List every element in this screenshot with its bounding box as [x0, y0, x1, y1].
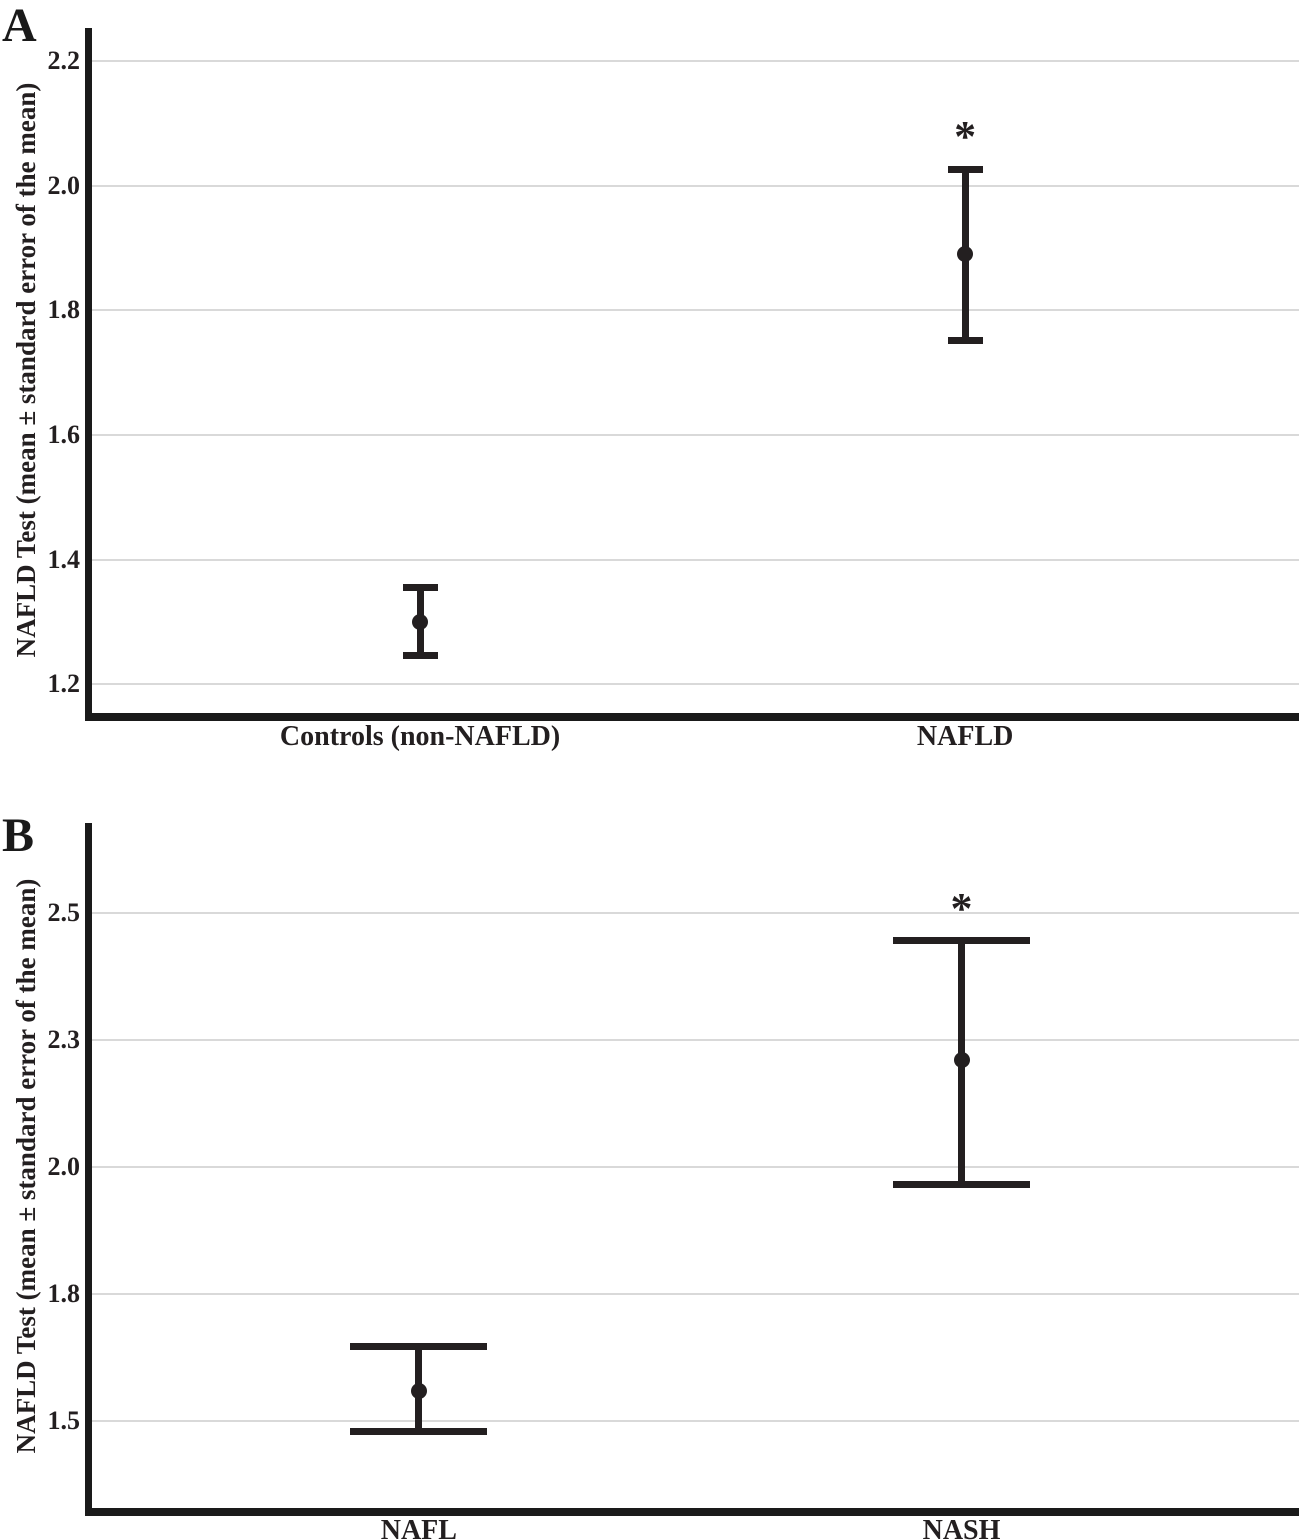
significance-marker: * — [950, 883, 973, 933]
y-tick-label: 2.5 — [47, 897, 81, 927]
gridline — [92, 309, 1299, 312]
gridline — [92, 1293, 1299, 1296]
gridline — [92, 1420, 1299, 1423]
y-tick-label: 2.0 — [47, 1152, 81, 1182]
y-tick-label: 1.4 — [47, 544, 81, 574]
gridline — [92, 1166, 1299, 1169]
y-tick-label: 2.3 — [47, 1024, 81, 1054]
gridline — [92, 60, 1299, 63]
gridline — [92, 1038, 1299, 1041]
error-bar-cap-top — [947, 165, 983, 173]
y-tick-label: 2.0 — [47, 170, 81, 200]
panel-a-y-axis-title: NAFLD Test (mean ± standard error of the… — [11, 82, 41, 658]
y-tick-label: 2.2 — [47, 46, 81, 76]
error-bar-cap-bottom — [350, 1428, 488, 1436]
panel-a-letter: A — [2, 0, 37, 52]
y-tick-label: 1.8 — [47, 295, 81, 325]
x-tick-label: NAFL — [380, 1515, 457, 1540]
error-bar-line — [961, 169, 969, 341]
gridline — [92, 911, 1299, 914]
x-tick-label: Controls (non-NAFLD) — [279, 721, 561, 752]
y-tick-label: 1.8 — [47, 1279, 81, 1309]
x-tick-label: NAFLD — [916, 721, 1014, 752]
gridline — [92, 434, 1299, 436]
y-tick-label: 1.6 — [47, 420, 81, 449]
y-tick-label: 1.2 — [47, 669, 81, 699]
mean-dot — [953, 1052, 970, 1069]
panel-b-plot-area — [85, 823, 1299, 1516]
mean-dot — [957, 246, 974, 263]
gridline — [92, 184, 1299, 187]
error-bar-line — [415, 1346, 423, 1432]
mean-dot — [412, 613, 429, 630]
error-bar-cap-bottom — [947, 336, 983, 344]
gridline — [92, 683, 1299, 686]
error-bar-line — [416, 587, 424, 656]
mean-dot — [410, 1382, 427, 1399]
error-bar-cap-top — [893, 937, 1030, 945]
x-tick-label: NASH — [922, 1515, 1001, 1540]
panel-b-letter: B — [2, 809, 35, 862]
y-tick-label: 1.5 — [47, 1406, 81, 1436]
error-bar-cap-top — [402, 584, 438, 592]
error-bar-cap-bottom — [893, 1181, 1030, 1189]
error-bar-cap-top — [350, 1342, 488, 1350]
panel-b-y-axis-title: NAFLD Test (mean ± standard error of the… — [11, 878, 41, 1454]
significance-marker: * — [954, 112, 977, 162]
gridline — [92, 558, 1299, 561]
error-bar-cap-bottom — [402, 652, 438, 660]
error-bar-line — [958, 940, 965, 1185]
panel-a-plot-area — [85, 28, 1299, 721]
